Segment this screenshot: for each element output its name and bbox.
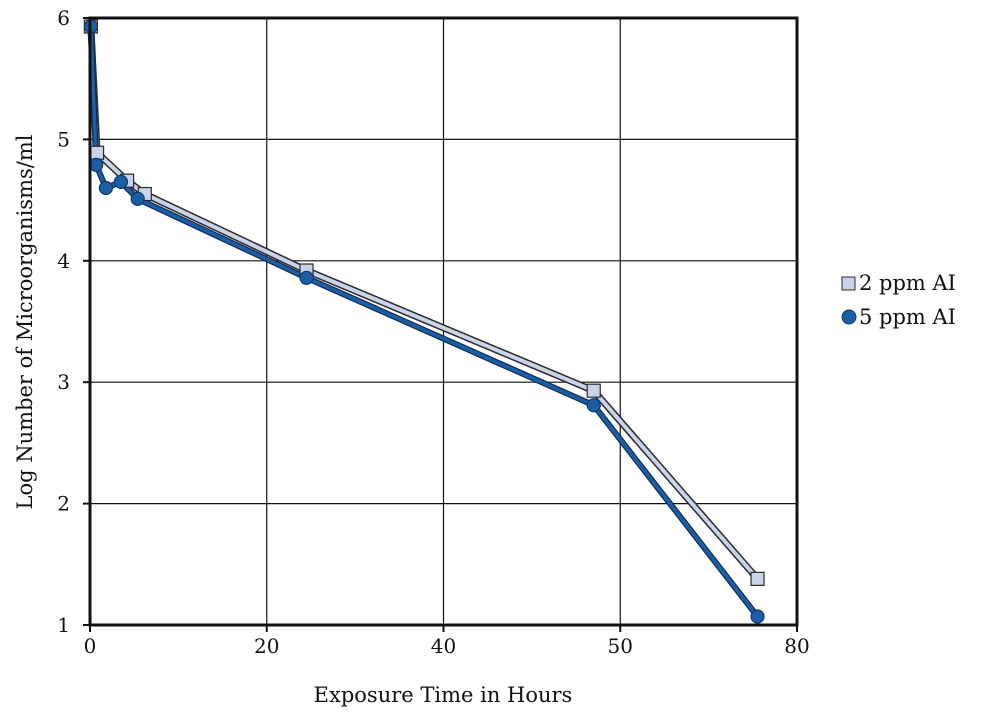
legend-label-5ppm: 5 ppm AI	[859, 305, 956, 329]
data-point-5ppm	[98, 180, 114, 196]
y-tick-label: 1	[57, 613, 70, 637]
series-2ppm	[87, 26, 761, 582]
data-point-5ppm	[89, 157, 104, 172]
x-tick-label: 50	[608, 634, 633, 658]
legend-marker-square	[841, 276, 856, 291]
y-tick-label: 2	[57, 492, 70, 516]
y-tick-label: 4	[57, 249, 70, 273]
grid	[90, 18, 797, 625]
y-tick-label: 3	[57, 370, 70, 394]
x-tick-label: 80	[784, 634, 809, 658]
x-axis-title: Exposure Time in Hours	[314, 683, 573, 707]
data-point-5ppm	[586, 398, 601, 413]
legend-label-2ppm: 2 ppm AI	[859, 271, 956, 295]
data-point-5ppm	[299, 270, 314, 285]
x-tick-label: 0	[84, 634, 97, 658]
legend-item-5ppm: 5 ppm AI	[841, 305, 956, 329]
legend-marker-circle	[841, 309, 857, 325]
legend-item-2ppm: 2 ppm AI	[841, 271, 956, 295]
y-tick-label: 5	[57, 127, 70, 151]
series-layer	[83, 19, 765, 624]
data-point-5ppm	[113, 174, 129, 189]
data-point-2ppm	[89, 145, 105, 160]
data-point-2ppm	[750, 571, 765, 586]
x-tick-label: 40	[431, 634, 456, 658]
data-point-2ppm	[586, 383, 601, 398]
y-axis: 1 2 3 4 5 6	[57, 6, 90, 637]
y-tick-label: 6	[57, 6, 70, 30]
y-axis-title: Log Number of Microorganisms/ml	[13, 134, 37, 509]
legend: 2 ppm AI 5 ppm AI	[841, 271, 956, 329]
x-axis: 0 20 40 50 80	[84, 625, 810, 658]
series-line	[88, 26, 760, 581]
series-line-outline	[87, 26, 761, 582]
data-point-5ppm	[130, 191, 145, 206]
data-point-5ppm	[750, 609, 765, 624]
x-tick-label: 20	[254, 634, 279, 658]
